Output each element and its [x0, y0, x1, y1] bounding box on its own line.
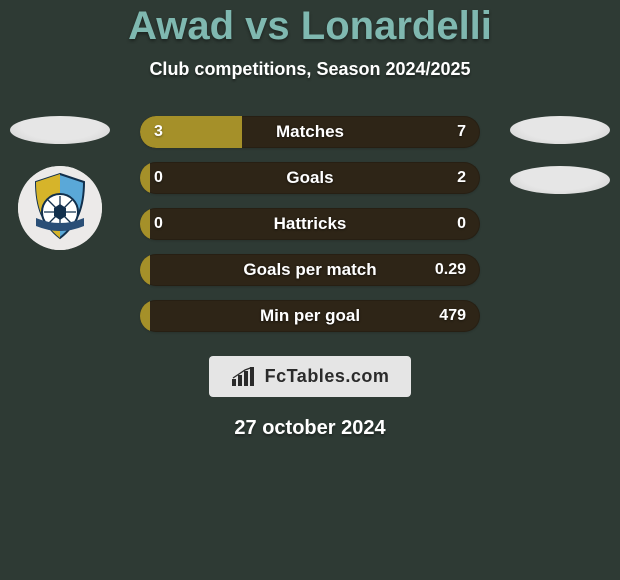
stat-bar: 0Goals2: [140, 162, 480, 194]
page-title: Awad vs Lonardelli: [0, 4, 620, 49]
stat-label: Matches: [140, 116, 480, 148]
stat-label: Goals: [140, 162, 480, 194]
stat-value-right: 0: [457, 208, 466, 240]
stat-value-right: 7: [457, 116, 466, 148]
stat-bars: 3Matches70Goals20Hattricks0Goals per mat…: [140, 116, 480, 332]
date-label: 27 october 2024: [20, 417, 600, 440]
right-player-column: [510, 116, 610, 216]
stat-bar: 3Matches7: [140, 116, 480, 148]
attribution-text: FcTables.com: [265, 366, 390, 387]
player-oval-right-2: [510, 166, 610, 194]
comparison-card: Awad vs Lonardelli Club competitions, Se…: [0, 0, 620, 580]
player-oval-left: [10, 116, 110, 144]
stat-label: Goals per match: [140, 254, 480, 286]
stat-value-right: 2: [457, 162, 466, 194]
stat-value-right: 0.29: [435, 254, 466, 286]
player-oval-right-1: [510, 116, 610, 144]
stat-bar: Goals per match0.29: [140, 254, 480, 286]
stat-label: Hattricks: [140, 208, 480, 240]
stat-value-right: 479: [439, 300, 466, 332]
shield-icon: [18, 166, 102, 250]
subtitle: Club competitions, Season 2024/2025: [0, 59, 620, 80]
content-area: 3Matches70Goals20Hattricks0Goals per mat…: [0, 116, 620, 440]
left-player-column: [10, 116, 110, 250]
stat-bar: 0Hattricks0: [140, 208, 480, 240]
club-badge-left: [18, 166, 102, 250]
stat-label: Min per goal: [140, 300, 480, 332]
bars-icon: [231, 367, 257, 387]
stat-bar: Min per goal479: [140, 300, 480, 332]
attribution-badge: FcTables.com: [209, 356, 412, 397]
